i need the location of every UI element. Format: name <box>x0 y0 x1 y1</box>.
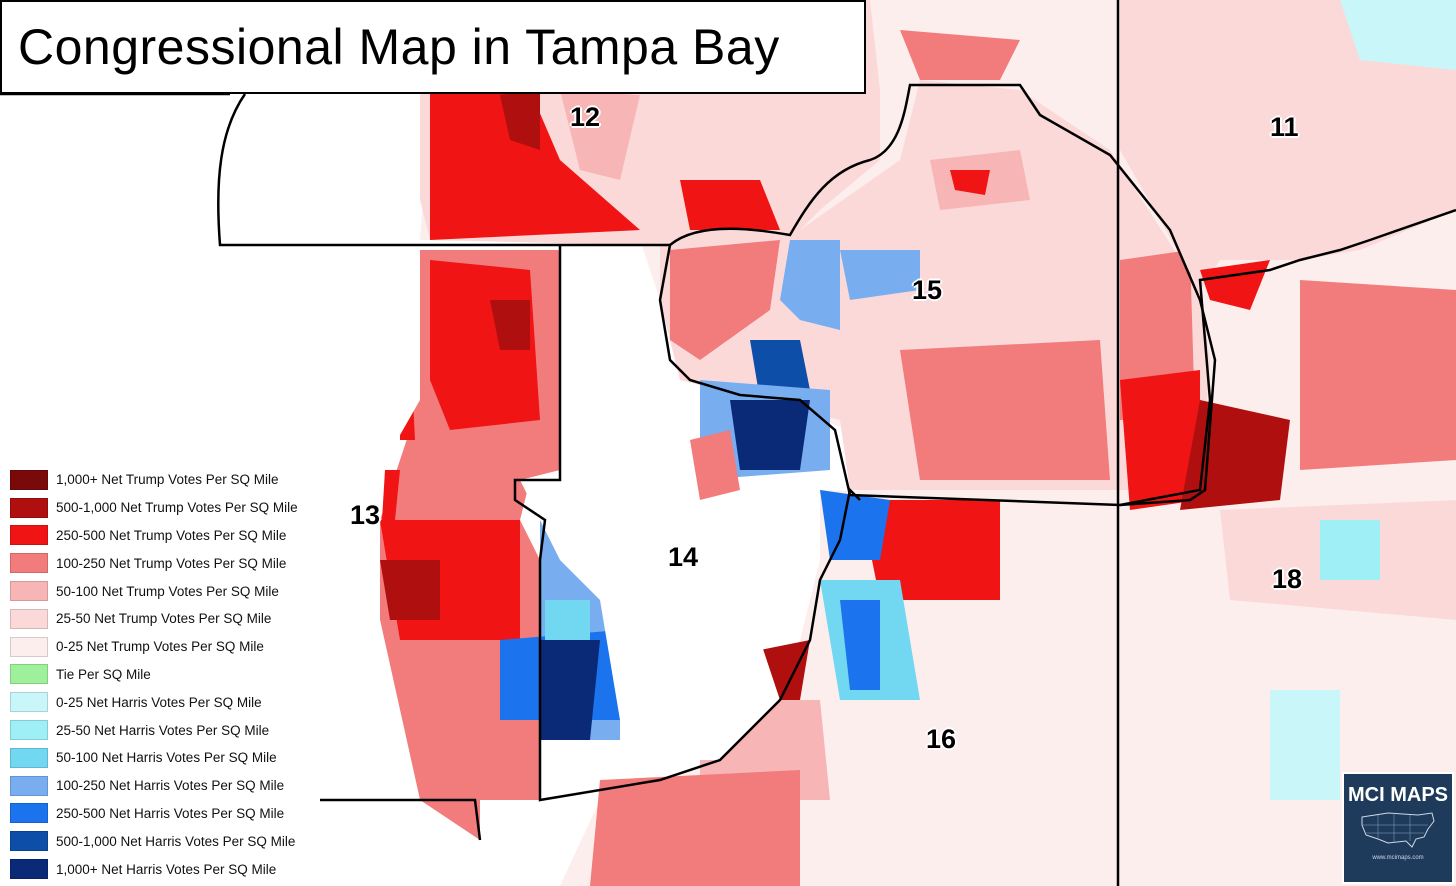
legend-label: 250-500 Net Harris Votes Per SQ Mile <box>56 805 285 821</box>
legend-label: 0-25 Net Trump Votes Per SQ Mile <box>56 639 264 655</box>
legend-item: 1,000+ Net Trump Votes Per SQ Mile <box>10 466 340 494</box>
legend-swatch <box>10 497 48 518</box>
legend-swatch <box>10 581 48 602</box>
district-label-12: 12 <box>570 102 601 132</box>
legend-label: Tie Per SQ Mile <box>56 666 151 682</box>
legend-swatch <box>10 831 48 852</box>
legend-label: 25-50 Net Harris Votes Per SQ Mile <box>56 722 270 738</box>
legend-swatch <box>10 859 48 880</box>
legend-label: 50-100 Net Harris Votes Per SQ Mile <box>56 750 277 766</box>
legend-label: 50-100 Net Trump Votes Per SQ Mile <box>56 583 279 599</box>
map-title: Congressional Map in Tampa Bay <box>18 19 780 75</box>
legend-item: 500-1,000 Net Trump Votes Per SQ Mile <box>10 494 340 522</box>
legend-label: 25-50 Net Trump Votes Per SQ Mile <box>56 611 272 627</box>
legend-item: 50-100 Net Harris Votes Per SQ Mile <box>10 744 340 772</box>
legend-item: 50-100 Net Trump Votes Per SQ Mile <box>10 577 340 605</box>
logo-url: www.mcimaps.com <box>1372 855 1424 861</box>
legend-label: 500-1,000 Net Trump Votes Per SQ Mile <box>56 500 298 516</box>
legend-swatch <box>10 692 48 713</box>
us-map-icon <box>1361 812 1435 848</box>
legend-label: 250-500 Net Trump Votes Per SQ Mile <box>56 527 287 543</box>
legend-item: 100-250 Net Harris Votes Per SQ Mile <box>10 772 340 800</box>
mci-maps-logo: MCI MAPS www.mcimaps.com <box>1342 772 1454 884</box>
legend-item: 0-25 Net Trump Votes Per SQ Mile <box>10 633 340 661</box>
legend-item: 500-1,000 Net Harris Votes Per SQ Mile <box>10 827 340 855</box>
legend-swatch <box>10 664 48 685</box>
legend-label: 0-25 Net Harris Votes Per SQ Mile <box>56 694 262 710</box>
legend-item: 250-500 Net Harris Votes Per SQ Mile <box>10 800 340 828</box>
legend-swatch <box>10 775 48 796</box>
legend-swatch <box>10 803 48 824</box>
legend-swatch <box>10 720 48 741</box>
district-label-18: 18 <box>1272 564 1303 594</box>
map-legend: 1,000+ Net Trump Votes Per SQ Mile 500-1,… <box>10 466 340 883</box>
legend-item: 25-50 Net Harris Votes Per SQ Mile <box>10 716 340 744</box>
legend-swatch <box>10 525 48 546</box>
legend-item: 1,000+ Net Harris Votes Per SQ Mile <box>10 855 340 883</box>
title-box: Congressional Map in Tampa Bay <box>0 0 866 94</box>
legend-item: Tie Per SQ Mile <box>10 661 340 689</box>
legend-item: 250-500 Net Trump Votes Per SQ Mile <box>10 522 340 550</box>
district-label-15: 15 <box>912 275 943 305</box>
legend-item: 25-50 Net Trump Votes Per SQ Mile <box>10 605 340 633</box>
legend-swatch <box>10 636 48 657</box>
legend-label: 100-250 Net Trump Votes Per SQ Mile <box>56 555 287 571</box>
district-label-14: 14 <box>668 542 699 572</box>
logo-text: MCI MAPS <box>1348 784 1448 806</box>
legend-swatch <box>10 747 48 768</box>
legend-label: 1,000+ Net Trump Votes Per SQ Mile <box>56 472 279 488</box>
legend-swatch <box>10 469 48 490</box>
legend-swatch <box>10 553 48 574</box>
legend-label: 500-1,000 Net Harris Votes Per SQ Mile <box>56 833 296 849</box>
legend-label: 100-250 Net Harris Votes Per SQ Mile <box>56 778 285 794</box>
legend-item: 100-250 Net Trump Votes Per SQ Mile <box>10 549 340 577</box>
legend-item: 0-25 Net Harris Votes Per SQ Mile <box>10 688 340 716</box>
district-label-13: 13 <box>350 500 381 530</box>
legend-label: 1,000+ Net Harris Votes Per SQ Mile <box>56 861 277 877</box>
district-label-16: 16 <box>926 724 957 754</box>
district-label-11: 11 <box>1270 112 1299 142</box>
legend-swatch <box>10 608 48 629</box>
